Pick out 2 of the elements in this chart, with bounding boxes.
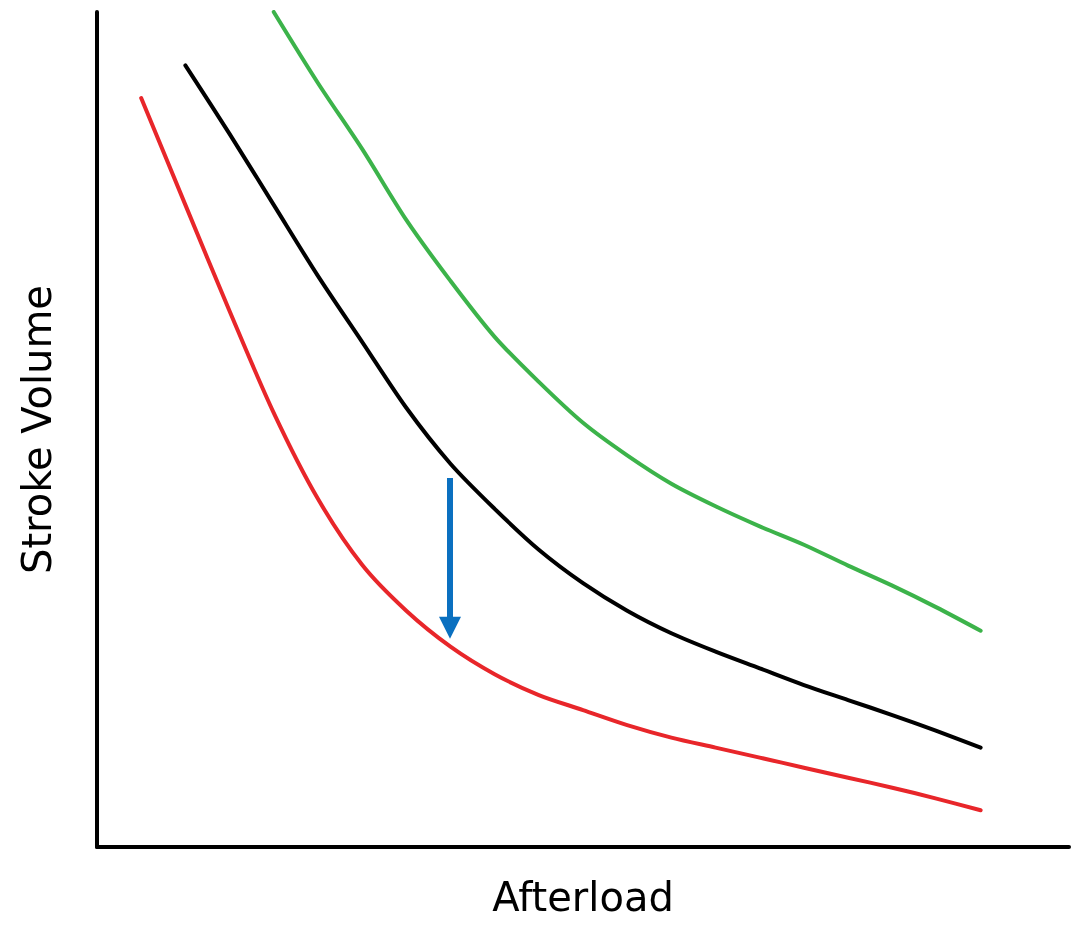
x-axis-title: Afterload — [492, 874, 674, 920]
y-axis-title: Stroke Volume — [14, 285, 60, 574]
